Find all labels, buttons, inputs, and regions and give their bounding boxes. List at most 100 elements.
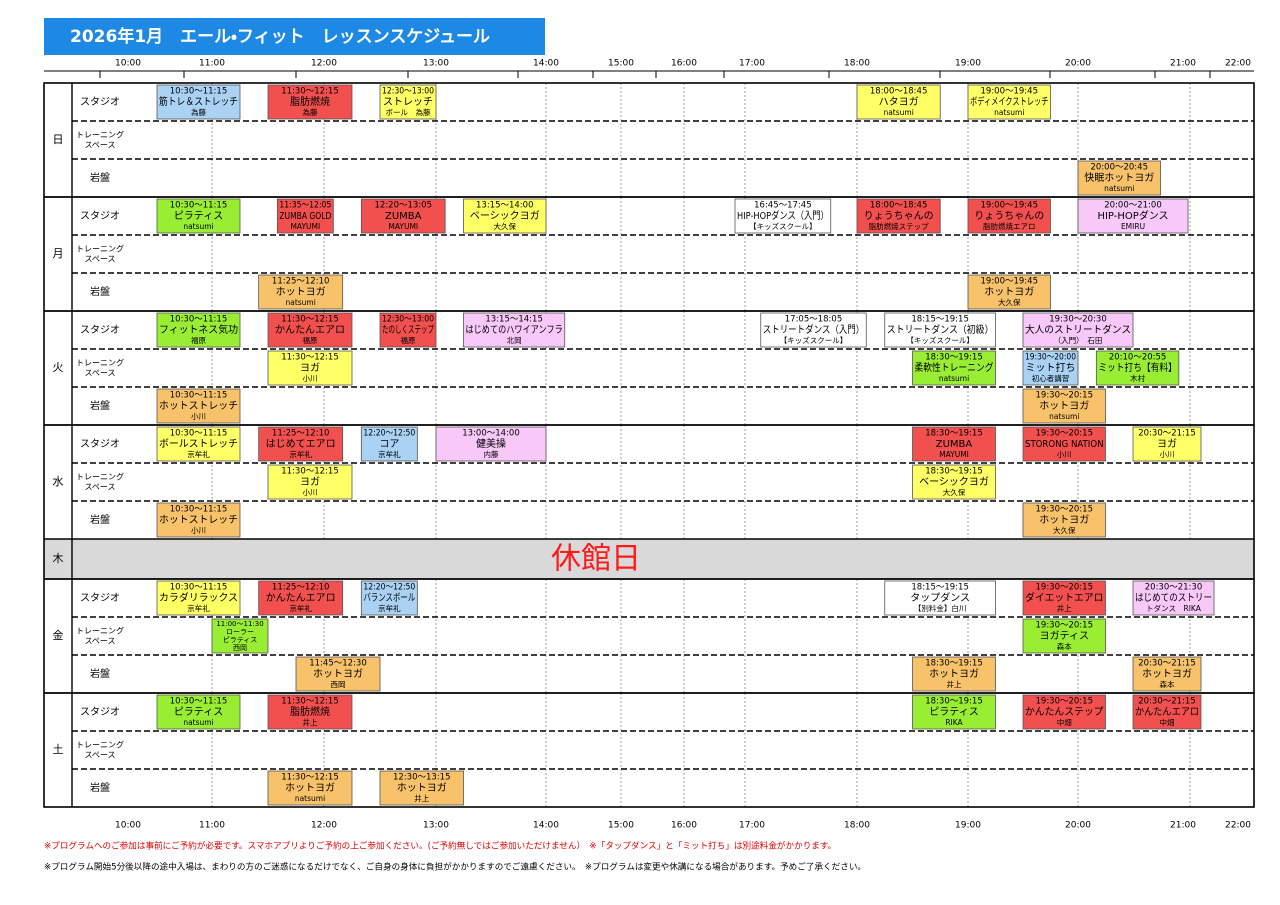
time-label: 12:00 [311, 59, 337, 69]
lesson-text: natsumi [1049, 412, 1079, 421]
lesson-text: HIP-HOPダンス [1097, 209, 1168, 222]
lesson-text: STORONG NATION [1025, 439, 1104, 450]
lesson-time: 19:30～20:15 [1036, 429, 1094, 439]
lesson-text: ローラー [226, 628, 254, 636]
lesson-time: 11:30～12:15 [281, 467, 339, 477]
lesson-text: 小川 [1160, 450, 1175, 459]
lesson-text: 脂肪燃焼エアロ [983, 221, 1036, 231]
room-label: スペース [84, 255, 115, 264]
lesson-time: 16:45～17:45 [754, 201, 812, 211]
lesson-text: 快眠ホットヨガ [1084, 172, 1154, 184]
time-label: 11:00 [199, 59, 225, 69]
lesson-time: 10:30～11:15 [170, 429, 228, 439]
time-label: 11:00 [199, 821, 225, 831]
lesson-box [967, 198, 1051, 234]
lesson-box [734, 198, 832, 234]
lesson-text: natsumi [939, 374, 969, 383]
lesson-text: ホットヨガ [1039, 400, 1089, 412]
lesson-text: はじめてのストリー [1135, 592, 1212, 604]
lesson-box [760, 312, 867, 348]
lesson-box [884, 580, 996, 616]
lesson-time: 11:25～12:10 [272, 429, 330, 439]
lesson-time: 13:00～14:00 [462, 429, 520, 439]
lesson-time: 10:30～11:15 [170, 391, 228, 401]
lesson-box [156, 198, 241, 234]
lesson-text: ホットストレッチ [159, 400, 238, 412]
lesson-text: 井上 [947, 679, 962, 689]
lesson-box [912, 350, 996, 386]
lesson-text: ホットヨガ [276, 286, 326, 298]
lesson-time: 12:20～13:05 [375, 201, 433, 211]
lesson-text: natsumi [285, 298, 315, 307]
time-label: 16:00 [671, 59, 697, 69]
lesson-box [1022, 694, 1106, 730]
room-label: スタジオ [80, 438, 120, 450]
lesson-box [912, 656, 996, 692]
time-label: 13:00 [423, 59, 449, 69]
lesson-box [1022, 502, 1106, 538]
lesson-box [379, 770, 464, 806]
lesson-text: 小川 [191, 412, 206, 421]
lesson-box [156, 502, 241, 538]
lesson-time: 20:30～21:15 [1138, 659, 1196, 669]
time-label: 22:00 [1225, 821, 1251, 831]
lesson-box [912, 426, 996, 462]
lesson-time: 18:00～18:45 [870, 87, 928, 97]
time-label: 22:00 [1225, 59, 1251, 69]
lesson-box [1022, 618, 1106, 654]
lesson-text: 木村 [1130, 373, 1145, 383]
lesson-time: 19:30～20:15 [1036, 621, 1094, 631]
lesson-box [211, 618, 269, 654]
lesson-text: natsumi [994, 108, 1024, 117]
lesson-text: バランスボール [363, 592, 415, 604]
room-label: トレーニング [76, 358, 124, 368]
lesson-text: タップダンス [910, 591, 970, 604]
note: ※プログラムへのご参加は事前にご予約が必要です。スマホアプリよりご予約の上ご参加… [44, 840, 836, 852]
room-label: 岩盤 [90, 285, 110, 298]
lesson-text: 大久保 [998, 297, 1021, 307]
room-label: トレーニング [76, 472, 124, 482]
lesson-text: HIP-HOPダンス（入門） [737, 209, 829, 222]
lesson-box [360, 580, 418, 616]
room-label: スペース [84, 483, 115, 492]
lesson-time: 10:30～11:15 [170, 87, 228, 97]
room-label: スタジオ [80, 706, 120, 718]
time-label: 15:00 [608, 821, 634, 831]
lesson-box [1022, 580, 1106, 616]
room-label: トレーニング [76, 244, 124, 254]
lesson-box [856, 84, 941, 120]
lesson-time: 11:30～12:15 [281, 697, 339, 707]
room-label: スペース [84, 751, 115, 760]
lesson-time: 11:25～12:10 [272, 583, 330, 593]
time-label: 13:00 [423, 821, 449, 831]
lesson-text: ホットヨガ [984, 286, 1034, 298]
lesson-time: 18:30～19:15 [925, 697, 983, 707]
lesson-box [1077, 160, 1161, 196]
lesson-time: 20:10～20:55 [1109, 353, 1167, 363]
lesson-time: 19:00～19:45 [981, 277, 1039, 287]
lesson-box [156, 426, 241, 462]
lesson-text: ZUMBA [936, 439, 973, 450]
lesson-time: 19:30～20:15 [1036, 697, 1094, 707]
room-label: トレーニング [76, 740, 124, 750]
title-box [44, 18, 545, 55]
